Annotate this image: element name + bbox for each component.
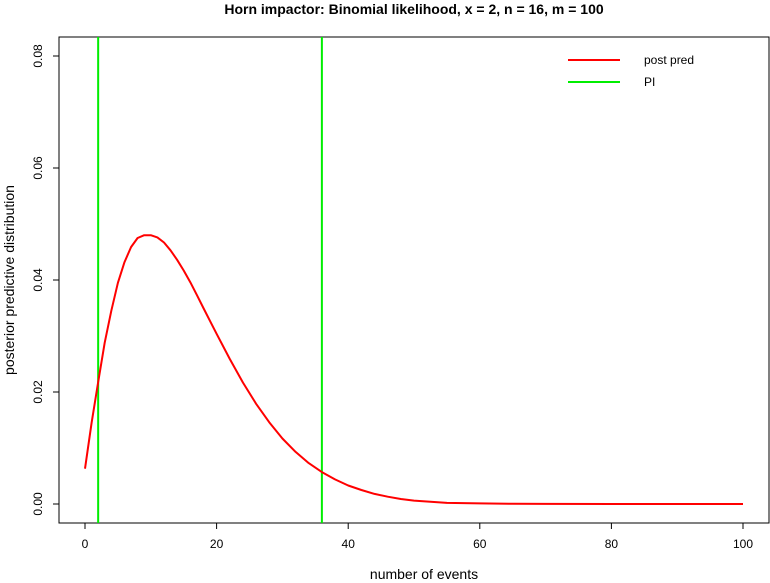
legend-pi-label: PI — [644, 75, 655, 89]
series-line-post-pred — [84, 234, 743, 505]
pi-lines — [97, 37, 323, 523]
x-tick-label: 20 — [210, 537, 224, 551]
x-tick-label: 0 — [82, 537, 89, 551]
y-tick-label: 0.00 — [31, 492, 45, 516]
x-tick-label: 60 — [473, 537, 487, 551]
plot-frame — [58, 36, 770, 524]
y-axis-label: posterior predictive distribution — [1, 185, 17, 375]
legend-post-pred-label: post pred — [644, 53, 694, 67]
y-tick-label: 0.08 — [31, 44, 45, 68]
x-axis-label: number of events — [370, 566, 478, 582]
legend: post pred PI — [568, 53, 694, 89]
y-axis: 0.00 0.02 0.04 0.06 0.08 — [31, 44, 60, 516]
y-tick-label: 0.02 — [31, 380, 45, 404]
y-tick-label: 0.04 — [31, 268, 45, 292]
x-tick-label: 40 — [342, 537, 356, 551]
chart-title: Horn impactor: Binomial likelihood, x = … — [224, 1, 603, 17]
x-axis: 0 20 40 60 80 100 — [82, 522, 753, 551]
x-tick-label: 80 — [605, 537, 619, 551]
y-tick-label: 0.06 — [31, 156, 45, 180]
x-tick-label: 100 — [733, 537, 753, 551]
series-lines — [84, 234, 743, 505]
